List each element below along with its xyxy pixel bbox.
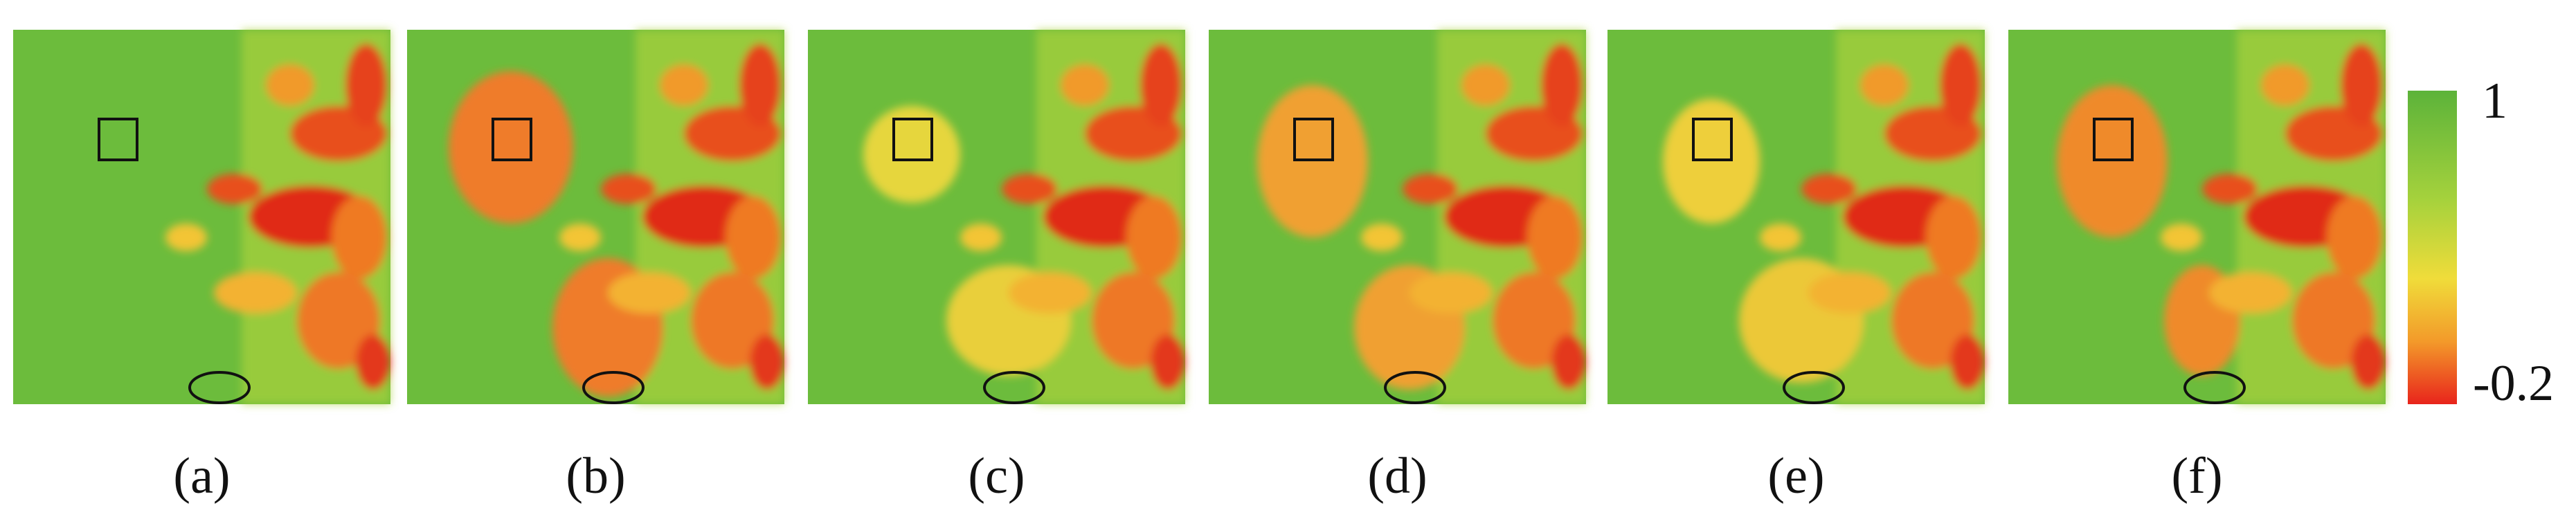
panel-label: (e) [1767, 448, 1824, 505]
marker-square [2093, 118, 2134, 161]
blob [2351, 334, 2386, 390]
panel: (e) [1607, 30, 1985, 505]
blob [601, 174, 656, 204]
blob [266, 64, 314, 106]
blob [1801, 174, 1857, 204]
blob [1940, 44, 1981, 127]
blob [960, 224, 1002, 251]
blob [1551, 334, 1586, 390]
blob [1403, 174, 1458, 204]
panel-texture [1663, 30, 1985, 404]
blob [739, 44, 781, 127]
marker-ellipse [983, 371, 1045, 404]
blob [1891, 272, 1974, 369]
blob [1009, 272, 1092, 314]
blob [2327, 196, 2382, 279]
blob [1002, 174, 1057, 204]
blob [1860, 64, 1909, 106]
panel-label: (c) [968, 448, 1025, 505]
blob [332, 196, 387, 279]
marker-square [892, 118, 933, 161]
marker-ellipse [188, 371, 251, 404]
blob [2202, 174, 2258, 204]
panel-texture [165, 30, 390, 404]
marker-square [98, 118, 138, 161]
blob [449, 71, 573, 224]
blob [1541, 44, 1583, 127]
blob [726, 196, 781, 279]
blob [2292, 272, 2375, 369]
colorbar-min-label: -0.2 [2473, 355, 2554, 412]
blob [345, 44, 387, 127]
marker-ellipse [1384, 371, 1446, 404]
marker-ellipse [1783, 371, 1845, 404]
panel: (d) [1209, 30, 1586, 505]
blob [1950, 334, 1985, 390]
blob [660, 64, 708, 106]
marker-square [1293, 118, 1334, 161]
blob [863, 106, 960, 203]
blob [691, 272, 774, 369]
blob [1527, 196, 1583, 279]
blob [559, 224, 601, 251]
panel-label: (b) [566, 448, 625, 505]
colorbar [2408, 91, 2457, 404]
panel: (f) [2008, 30, 2386, 505]
blob [1361, 224, 1403, 251]
blob [2161, 224, 2202, 251]
blob [1461, 64, 1510, 106]
panel-label: (a) [173, 448, 230, 505]
blob [1061, 64, 1109, 106]
colorbar-max-label: 1 [2482, 73, 2507, 129]
blob [2209, 272, 2292, 314]
blob [1151, 334, 1185, 390]
marker-square [492, 118, 532, 161]
panel-texture [863, 30, 1185, 404]
panel: (a) [13, 30, 390, 505]
blob [1760, 224, 1801, 251]
blob [750, 334, 784, 390]
marker-square [1692, 118, 1733, 161]
blob [214, 272, 297, 314]
blob [2261, 64, 2309, 106]
blob [1126, 196, 1182, 279]
marker-ellipse [2183, 371, 2246, 404]
blob [1140, 44, 1182, 127]
blob [608, 272, 691, 314]
blob [1409, 272, 1493, 314]
blob [165, 224, 207, 251]
panel-texture [449, 30, 784, 404]
blob [207, 174, 262, 204]
blob [1808, 272, 1891, 314]
blob [297, 272, 380, 369]
panel-label: (f) [2172, 448, 2223, 505]
marker-ellipse [582, 371, 645, 404]
panel: (c) [808, 30, 1185, 505]
blob [1926, 196, 1981, 279]
panels: (a) (b) (c) (d) (e) (f) [13, 30, 2386, 505]
panel-label: (d) [1367, 448, 1427, 505]
blob [356, 334, 390, 390]
blob [2341, 44, 2382, 127]
blob [1493, 272, 1576, 369]
panel: (b) [407, 30, 784, 505]
blob [1092, 272, 1175, 369]
